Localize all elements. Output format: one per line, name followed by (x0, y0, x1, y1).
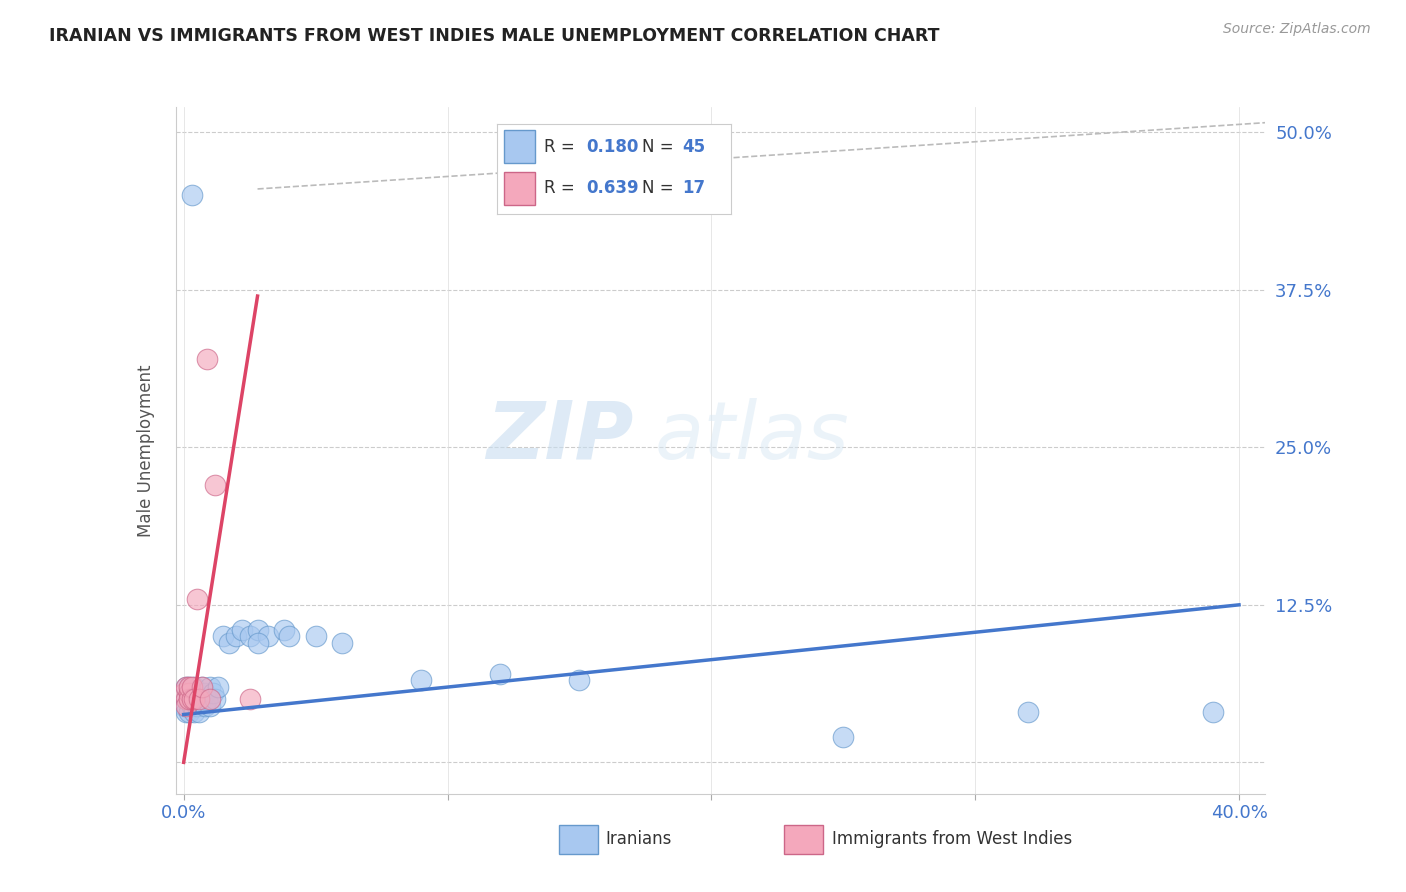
Point (186, 698, 208, 713)
Point (225, 629, 247, 643)
Point (197, 352, 219, 367)
FancyBboxPatch shape (785, 825, 824, 854)
Point (177, 705, 200, 719)
Text: Immigrants from West Indies: Immigrants from West Indies (831, 830, 1071, 848)
FancyBboxPatch shape (560, 825, 599, 854)
Point (180, 686, 202, 700)
Point (180, 188, 202, 202)
Point (177, 680, 200, 694)
Point (177, 692, 200, 706)
Point (194, 686, 217, 700)
Point (186, 591, 208, 606)
Point (411, 673, 433, 688)
Text: Iranians: Iranians (605, 830, 672, 848)
Point (173, 686, 195, 700)
Point (568, 673, 591, 688)
Point (212, 629, 235, 643)
Point (188, 692, 211, 706)
Y-axis label: Male Unemployment: Male Unemployment (136, 364, 155, 537)
Point (191, 692, 214, 706)
Point (204, 478, 226, 492)
Point (489, 667, 512, 681)
Point (176, 692, 198, 706)
Point (188, 705, 211, 719)
Point (176, 680, 198, 694)
Point (246, 635, 269, 649)
Point (177, 692, 200, 706)
Point (191, 680, 214, 694)
Point (176, 692, 198, 706)
Point (207, 680, 229, 694)
Text: ZIP: ZIP (486, 398, 633, 475)
Point (180, 680, 202, 694)
Point (273, 623, 295, 637)
Point (194, 698, 217, 713)
Point (188, 686, 211, 700)
Point (183, 692, 205, 706)
Point (239, 692, 262, 706)
Point (832, 730, 855, 744)
Point (176, 705, 198, 719)
Point (231, 623, 253, 637)
Point (246, 623, 269, 637)
Point (201, 686, 224, 700)
Point (180, 692, 202, 706)
Point (177, 686, 200, 700)
Point (183, 680, 205, 694)
Point (204, 692, 226, 706)
Point (176, 680, 198, 694)
Point (218, 635, 240, 649)
Point (239, 629, 262, 643)
Point (197, 692, 219, 706)
Text: atlas: atlas (655, 398, 851, 475)
Point (257, 629, 280, 643)
Text: Source: ZipAtlas.com: Source: ZipAtlas.com (1223, 22, 1371, 37)
Point (186, 692, 208, 706)
Point (198, 692, 221, 706)
Point (198, 698, 221, 713)
Point (330, 635, 353, 649)
Text: IRANIAN VS IMMIGRANTS FROM WEST INDIES MALE UNEMPLOYMENT CORRELATION CHART: IRANIAN VS IMMIGRANTS FROM WEST INDIES M… (49, 27, 939, 45)
Point (183, 705, 205, 719)
Point (191, 680, 214, 694)
Point (198, 680, 221, 694)
Point (183, 692, 205, 706)
Point (180, 698, 202, 713)
Point (1201, 705, 1223, 719)
Point (278, 629, 301, 643)
Point (304, 629, 326, 643)
Point (173, 698, 195, 713)
Point (176, 698, 198, 713)
Point (1017, 705, 1039, 719)
Point (177, 680, 200, 694)
